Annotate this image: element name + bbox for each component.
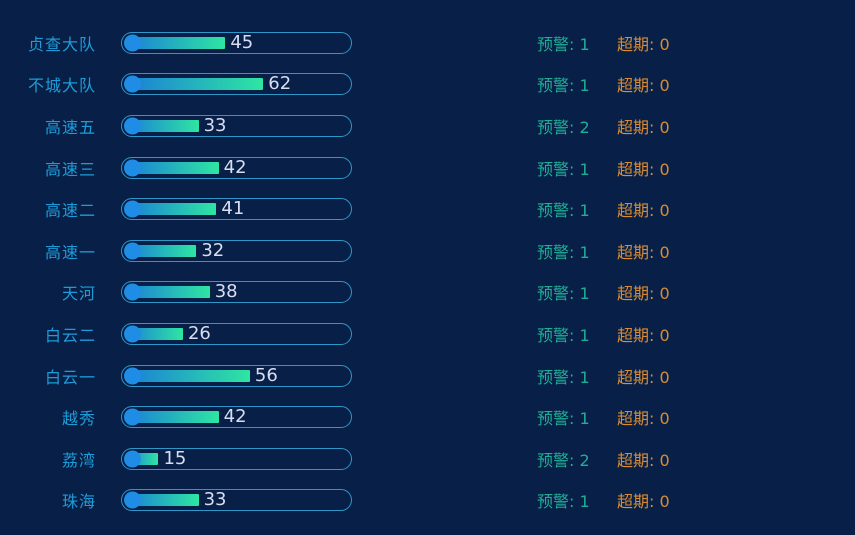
progress-value: 62 xyxy=(268,73,292,95)
chart-row: 贞查大队 45 预警: 1 超期: 0 xyxy=(0,22,855,64)
category-label: 天河 xyxy=(61,284,96,304)
progress-fill xyxy=(125,119,199,132)
warning-text: 预警: 1 xyxy=(537,325,590,345)
overdue-text: 超期: 0 xyxy=(617,284,670,304)
progress-dot-icon xyxy=(124,491,141,509)
chart-row: 越秀 42 预警: 1 超期: 0 xyxy=(0,396,855,438)
warning-text: 预警: 1 xyxy=(537,242,590,262)
overdue-text: 超期: 0 xyxy=(617,117,670,137)
progress-fill xyxy=(125,244,197,257)
warning-text: 预警: 1 xyxy=(537,492,590,512)
warning-text: 预警: 1 xyxy=(537,409,590,429)
overdue-text: 超期: 0 xyxy=(617,159,670,179)
category-label: 白云一 xyxy=(44,367,96,387)
category-label: 珠海 xyxy=(61,492,96,512)
progress-track: 62 xyxy=(121,73,352,96)
progress-dot-icon xyxy=(124,450,141,468)
progress-track: 42 xyxy=(121,156,352,179)
progress-value: 42 xyxy=(223,406,247,428)
category-label: 高速二 xyxy=(44,201,96,221)
category-label: 贞查大队 xyxy=(27,34,96,54)
chart-row: 天河 38 预警: 1 超期: 0 xyxy=(0,272,855,314)
warning-text: 预警: 2 xyxy=(537,450,590,470)
progress-value: 56 xyxy=(254,364,278,386)
progress-dot-icon xyxy=(124,34,141,52)
progress-dot-icon xyxy=(124,408,141,426)
warning-text: 预警: 1 xyxy=(537,367,590,387)
overdue-text: 超期: 0 xyxy=(617,34,670,54)
overdue-text: 超期: 0 xyxy=(617,76,670,96)
overdue-text: 超期: 0 xyxy=(617,450,670,470)
category-label: 高速五 xyxy=(44,117,96,137)
progress-track: 26 xyxy=(121,322,352,345)
progress-value: 42 xyxy=(223,156,247,178)
warning-text: 预警: 1 xyxy=(537,159,590,179)
warning-text: 预警: 1 xyxy=(537,201,590,221)
progress-value: 26 xyxy=(187,322,211,344)
overdue-text: 超期: 0 xyxy=(617,367,670,387)
progress-track: 15 xyxy=(121,447,352,470)
warning-text: 预警: 1 xyxy=(537,76,590,96)
progress-fill xyxy=(125,203,217,216)
progress-track: 45 xyxy=(121,31,352,54)
progress-track: 32 xyxy=(121,239,352,262)
overdue-text: 超期: 0 xyxy=(617,242,670,262)
category-label: 不城大队 xyxy=(27,76,96,96)
progress-value: 15 xyxy=(163,447,187,469)
progress-value: 32 xyxy=(201,239,225,261)
progress-dot-icon xyxy=(124,325,141,343)
progress-fill xyxy=(125,78,264,91)
chart-row: 珠海 33 预警: 1 超期: 0 xyxy=(0,480,855,522)
chart-row: 高速一 32 预警: 1 超期: 0 xyxy=(0,230,855,272)
progress-fill xyxy=(125,36,226,49)
progress-value: 45 xyxy=(230,31,254,53)
progress-track: 33 xyxy=(121,114,352,137)
progress-track: 42 xyxy=(121,406,352,429)
progress-dot-icon xyxy=(124,75,141,93)
progress-fill xyxy=(125,286,210,299)
warning-text: 预警: 2 xyxy=(537,117,590,137)
progress-value: 33 xyxy=(203,489,227,511)
progress-value: 41 xyxy=(221,198,245,220)
progress-dot-icon xyxy=(124,367,141,385)
progress-value: 33 xyxy=(203,114,227,136)
category-label: 高速一 xyxy=(44,242,96,262)
progress-fill xyxy=(125,369,250,382)
chart-row: 白云二 26 预警: 1 超期: 0 xyxy=(0,313,855,355)
chart-rows: 贞查大队 45 预警: 1 超期: 0 不城大队 62 预警: 1 超期: 0 … xyxy=(0,22,855,521)
progress-track: 33 xyxy=(121,489,352,512)
progress-track: 38 xyxy=(121,281,352,304)
category-label: 白云二 xyxy=(44,325,96,345)
progress-track: 41 xyxy=(121,198,352,221)
progress-fill xyxy=(125,161,219,174)
warning-text: 预警: 1 xyxy=(537,284,590,304)
progress-fill xyxy=(125,411,219,424)
progress-track: 56 xyxy=(121,364,352,387)
overdue-text: 超期: 0 xyxy=(617,492,670,512)
overdue-text: 超期: 0 xyxy=(617,201,670,221)
chart-row: 高速五 33 预警: 2 超期: 0 xyxy=(0,105,855,147)
progress-fill xyxy=(125,494,199,507)
progress-dot-icon xyxy=(124,283,141,301)
chart-row: 不城大队 62 预警: 1 超期: 0 xyxy=(0,64,855,106)
chart-row: 高速二 41 预警: 1 超期: 0 xyxy=(0,188,855,230)
progress-value: 38 xyxy=(214,281,238,303)
category-label: 高速三 xyxy=(44,159,96,179)
category-label: 越秀 xyxy=(61,409,96,429)
warning-text: 预警: 1 xyxy=(537,34,590,54)
progress-dot-icon xyxy=(124,159,141,177)
chart-row: 荔湾 15 预警: 2 超期: 0 xyxy=(0,438,855,480)
overdue-text: 超期: 0 xyxy=(617,325,670,345)
overdue-text: 超期: 0 xyxy=(617,409,670,429)
category-label: 荔湾 xyxy=(61,450,96,470)
progress-dot-icon xyxy=(124,117,141,135)
chart-row: 高速三 42 预警: 1 超期: 0 xyxy=(0,147,855,189)
progress-dot-icon xyxy=(124,200,141,218)
progress-dot-icon xyxy=(124,242,141,260)
chart-row: 白云一 56 预警: 1 超期: 0 xyxy=(0,355,855,397)
